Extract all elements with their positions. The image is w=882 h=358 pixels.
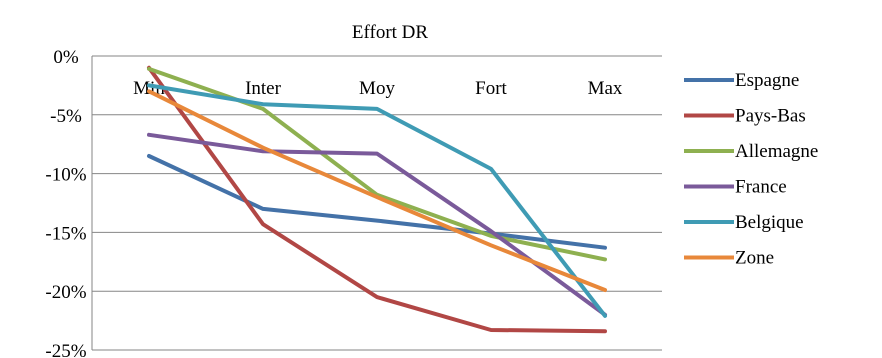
x-tick-label: Max — [588, 78, 623, 99]
legend-label: Pays-Bas — [735, 106, 806, 127]
legend: Espagne Pays-Bas Allemagne France Belgique Zo… — [684, 70, 818, 269]
y-tick-label: -20% — [45, 282, 86, 303]
legend-label: France — [735, 177, 787, 198]
y-tick-label: 0% — [53, 47, 79, 68]
y-tick-label: -25% — [45, 341, 86, 358]
x-tick-label: Fort — [475, 78, 507, 99]
chart-title: Effort DR — [352, 22, 428, 43]
y-tick-label: -5% — [50, 106, 82, 127]
legend-label: Belgique — [735, 212, 804, 233]
series-line-belgique — [147, 83, 607, 318]
series-line-zone — [147, 89, 607, 292]
y-axis-ticks: 0% -5% -10% -15% -20% -25% — [45, 47, 86, 358]
x-tick-label: Inter — [245, 78, 282, 99]
legend-label: Espagne — [735, 70, 799, 91]
legend-label: Allemagne — [735, 141, 818, 162]
y-tick-label: -10% — [45, 165, 86, 186]
series-lines — [147, 65, 607, 334]
y-tick-label: -15% — [45, 223, 86, 244]
series-line-espagne — [147, 154, 607, 250]
x-axis-ticks: Min Inter Moy Fort Max — [133, 78, 623, 99]
legend-label: Zone — [735, 248, 774, 269]
grid-lines — [91, 55, 662, 351]
series-line-allemagne — [147, 66, 607, 262]
x-tick-label: Moy — [359, 78, 395, 99]
series-line-pays-bas — [147, 65, 607, 334]
